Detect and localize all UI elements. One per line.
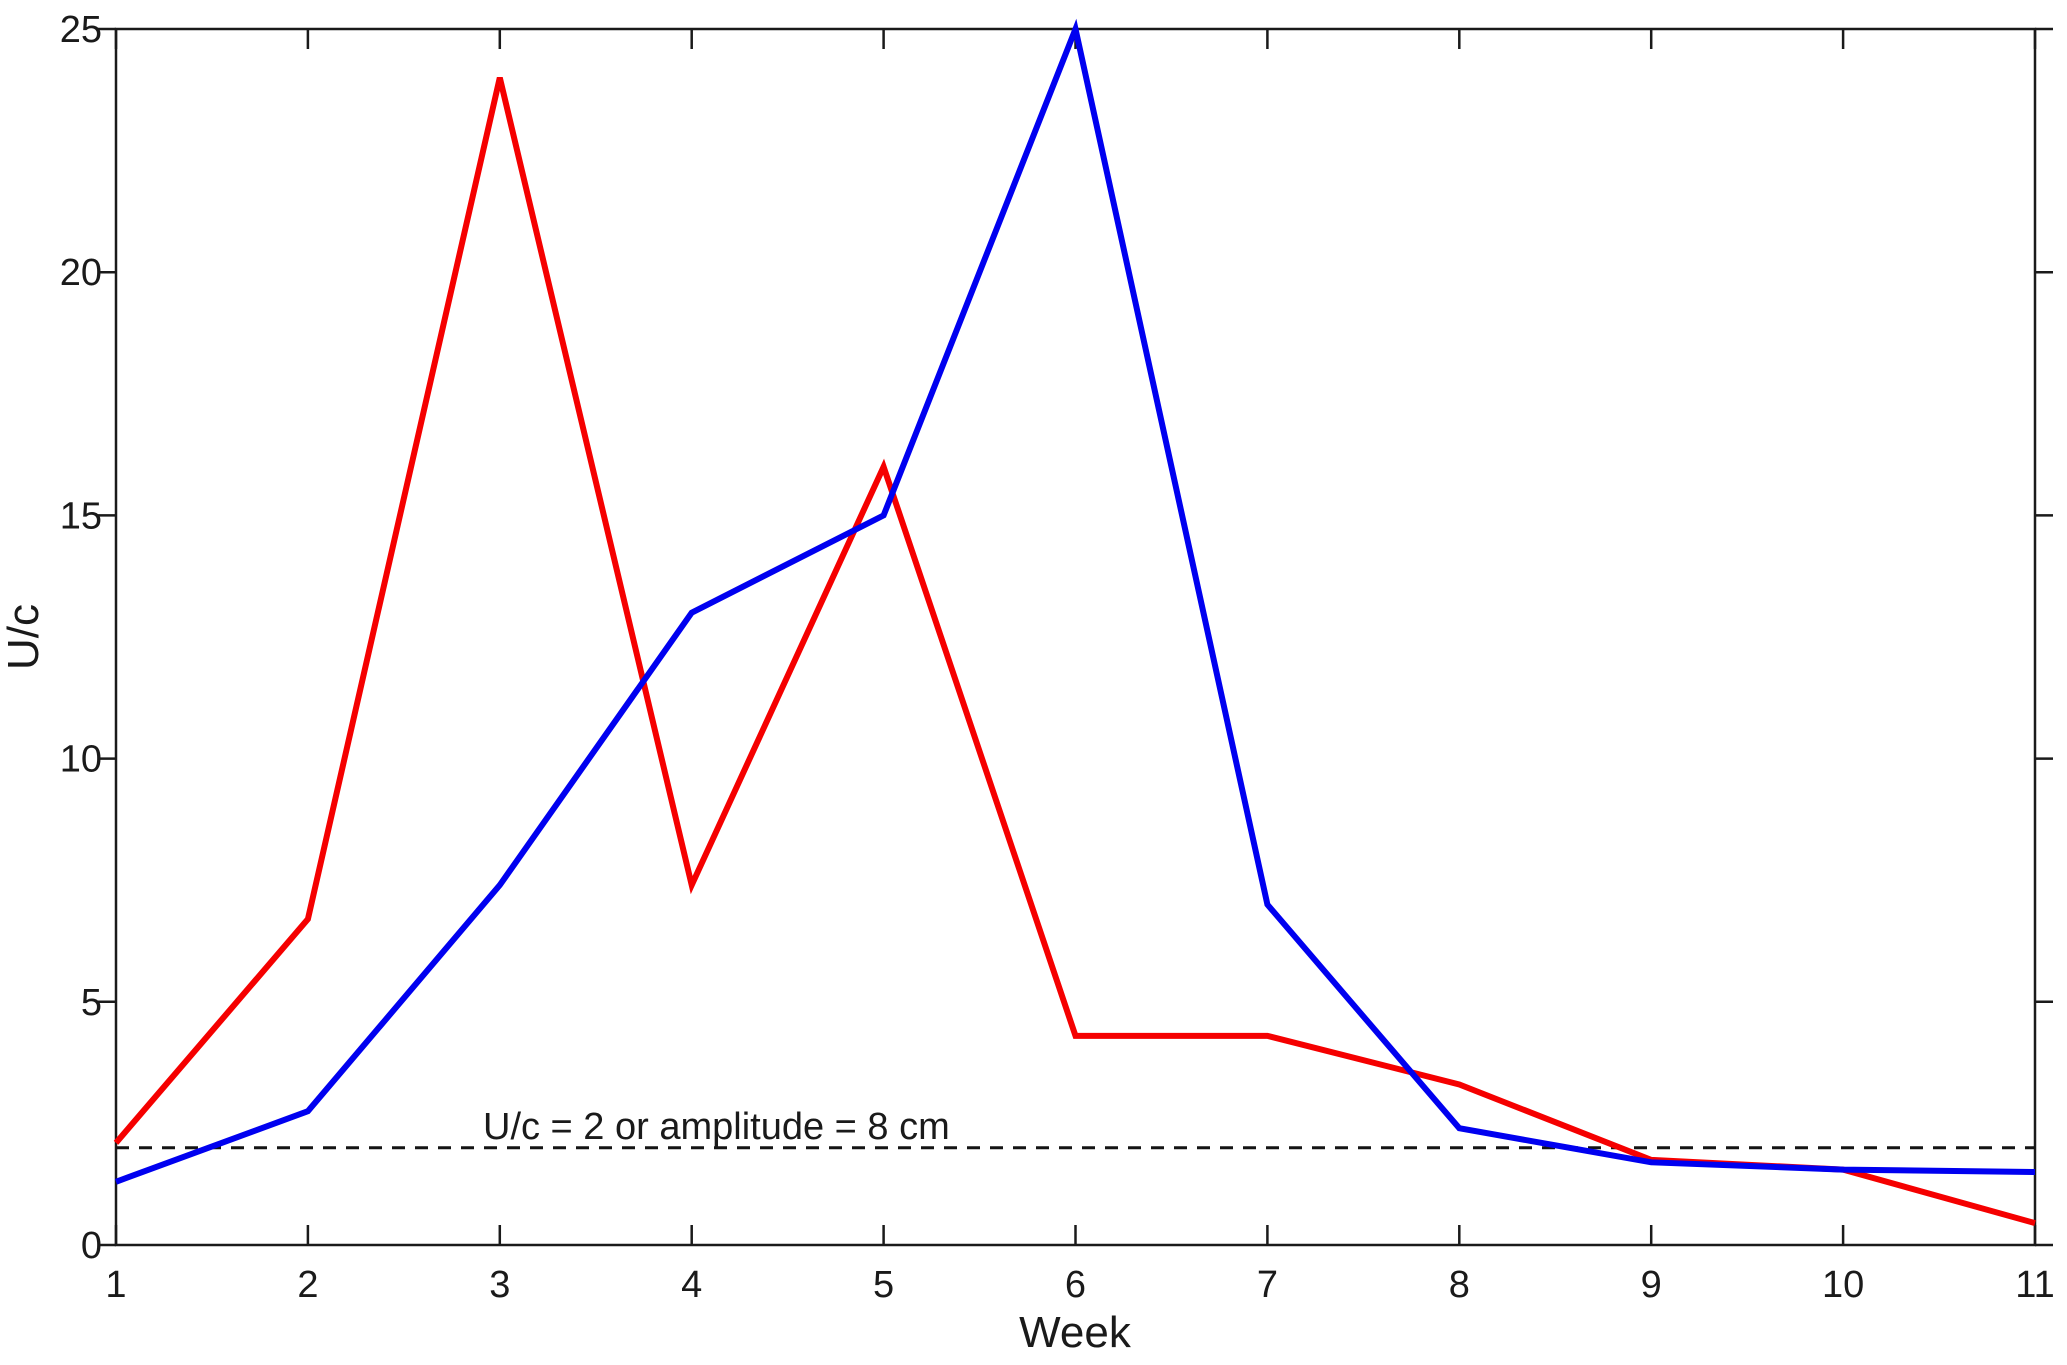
y-tick-label: 25 — [60, 9, 102, 51]
x-tick-label: 4 — [681, 1264, 702, 1306]
y-tick-label: 20 — [60, 252, 102, 294]
reference-line-annotation: U/c = 2 or amplitude = 8 cm — [483, 1106, 950, 1148]
x-tick-label: 8 — [1449, 1264, 1470, 1306]
x-tick-label: 2 — [297, 1264, 318, 1306]
x-tick-label: 3 — [489, 1264, 510, 1306]
x-tick-label: 5 — [873, 1264, 894, 1306]
x-tick-label: 10 — [1822, 1264, 1864, 1306]
x-tick-label: 11 — [2015, 1264, 2054, 1306]
y-tick-label: 5 — [81, 982, 102, 1024]
y-tick-label: 10 — [60, 739, 102, 781]
y-axis-label: U/c — [0, 604, 48, 670]
x-tick-label: 7 — [1257, 1264, 1278, 1306]
x-tick-label: 6 — [1065, 1264, 1086, 1306]
red-series-line — [113, 76, 2036, 1227]
x-axis-label: Week — [1019, 1308, 1132, 1357]
y-tick-label: 0 — [81, 1225, 102, 1267]
plot-box — [114, 27, 2037, 1247]
y-tick-label: 15 — [60, 495, 102, 537]
x-tick-label: 9 — [1641, 1264, 1662, 1306]
x-tick-label: 1 — [105, 1264, 126, 1306]
blue-series-line — [114, 18, 2036, 1185]
